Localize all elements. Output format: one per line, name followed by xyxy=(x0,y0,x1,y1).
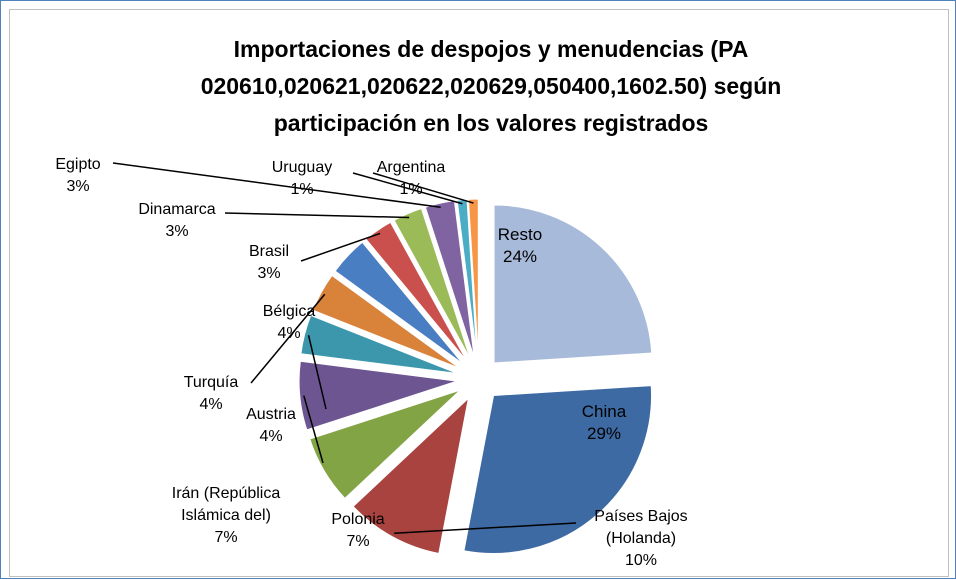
leader-line xyxy=(303,395,324,464)
slice-category: Egipto xyxy=(55,156,101,173)
pie-slice xyxy=(309,389,461,500)
leader-line xyxy=(394,522,577,534)
slice-label: Uruguay 1% xyxy=(257,157,347,201)
pie-slice xyxy=(467,198,479,358)
slice-category: China xyxy=(581,402,627,421)
slice-label: Resto 24% xyxy=(480,224,560,268)
slice-percent: 24% xyxy=(502,247,538,266)
pie-slice xyxy=(334,241,464,365)
slice-label: Turquía 4% xyxy=(166,372,256,416)
slice-percent: 4% xyxy=(259,428,283,445)
slice-label: Bélgica 4% xyxy=(244,301,334,345)
slice-percent: 3% xyxy=(257,265,281,282)
slice-label: Egipto 3% xyxy=(38,154,118,198)
slice-label: Países Bajos (Holanda) 10% xyxy=(576,506,706,572)
slice-label: Austria 4% xyxy=(226,404,316,448)
slice-label: Argentina 1% xyxy=(361,157,461,201)
slice-category: Irán (República Islámica del) xyxy=(171,485,281,524)
slice-percent: 4% xyxy=(277,325,301,342)
pie-slice xyxy=(393,207,471,360)
chart-title: Importaciones de despojos y menudencias … xyxy=(200,36,782,136)
slice-category: Argentina xyxy=(376,159,446,176)
slice-category: Dinamarca xyxy=(138,201,216,218)
slice-label: China 29% xyxy=(564,401,644,445)
slice-percent: 29% xyxy=(586,424,622,443)
leader-line xyxy=(300,232,381,262)
slice-category: Austria xyxy=(246,406,296,423)
slice-percent: 1% xyxy=(399,181,423,198)
slice-percent: 7% xyxy=(214,529,238,546)
slice-category: Brasil xyxy=(248,243,289,260)
leader-line xyxy=(250,293,326,384)
leader-line xyxy=(112,162,441,208)
slice-category: Países Bajos (Holanda) xyxy=(594,508,688,547)
slice-percent: 7% xyxy=(346,533,370,550)
pie-slice xyxy=(300,314,458,375)
leader-line xyxy=(372,172,474,204)
pie-slice xyxy=(352,396,470,555)
leader-line xyxy=(307,335,327,410)
slice-percent: 1% xyxy=(290,181,314,198)
slice-label: Dinamarca 3% xyxy=(122,199,232,243)
slice-percent: 4% xyxy=(199,396,223,413)
pie-slice xyxy=(463,385,653,554)
pie-slice xyxy=(493,204,653,364)
slice-label: Irán (República Islámica del) 7% xyxy=(146,483,306,549)
leader-line xyxy=(224,212,410,219)
pie-slice xyxy=(312,274,461,369)
slice-label: Polonia 7% xyxy=(313,509,403,553)
leader-line xyxy=(352,172,463,205)
pie-slice xyxy=(298,360,458,431)
slice-category: Bélgica xyxy=(262,303,316,320)
slice-category: Polonia xyxy=(331,511,385,528)
slice-percent: 10% xyxy=(624,552,658,569)
slice-label: Brasil 3% xyxy=(224,241,314,285)
slice-category: Uruguay xyxy=(271,159,333,176)
slice-percent: 3% xyxy=(66,178,90,195)
slice-category: Resto xyxy=(497,225,543,244)
chart-area xyxy=(9,9,949,577)
slice-category: Turquía xyxy=(183,374,239,391)
slice-percent: 3% xyxy=(165,223,189,240)
